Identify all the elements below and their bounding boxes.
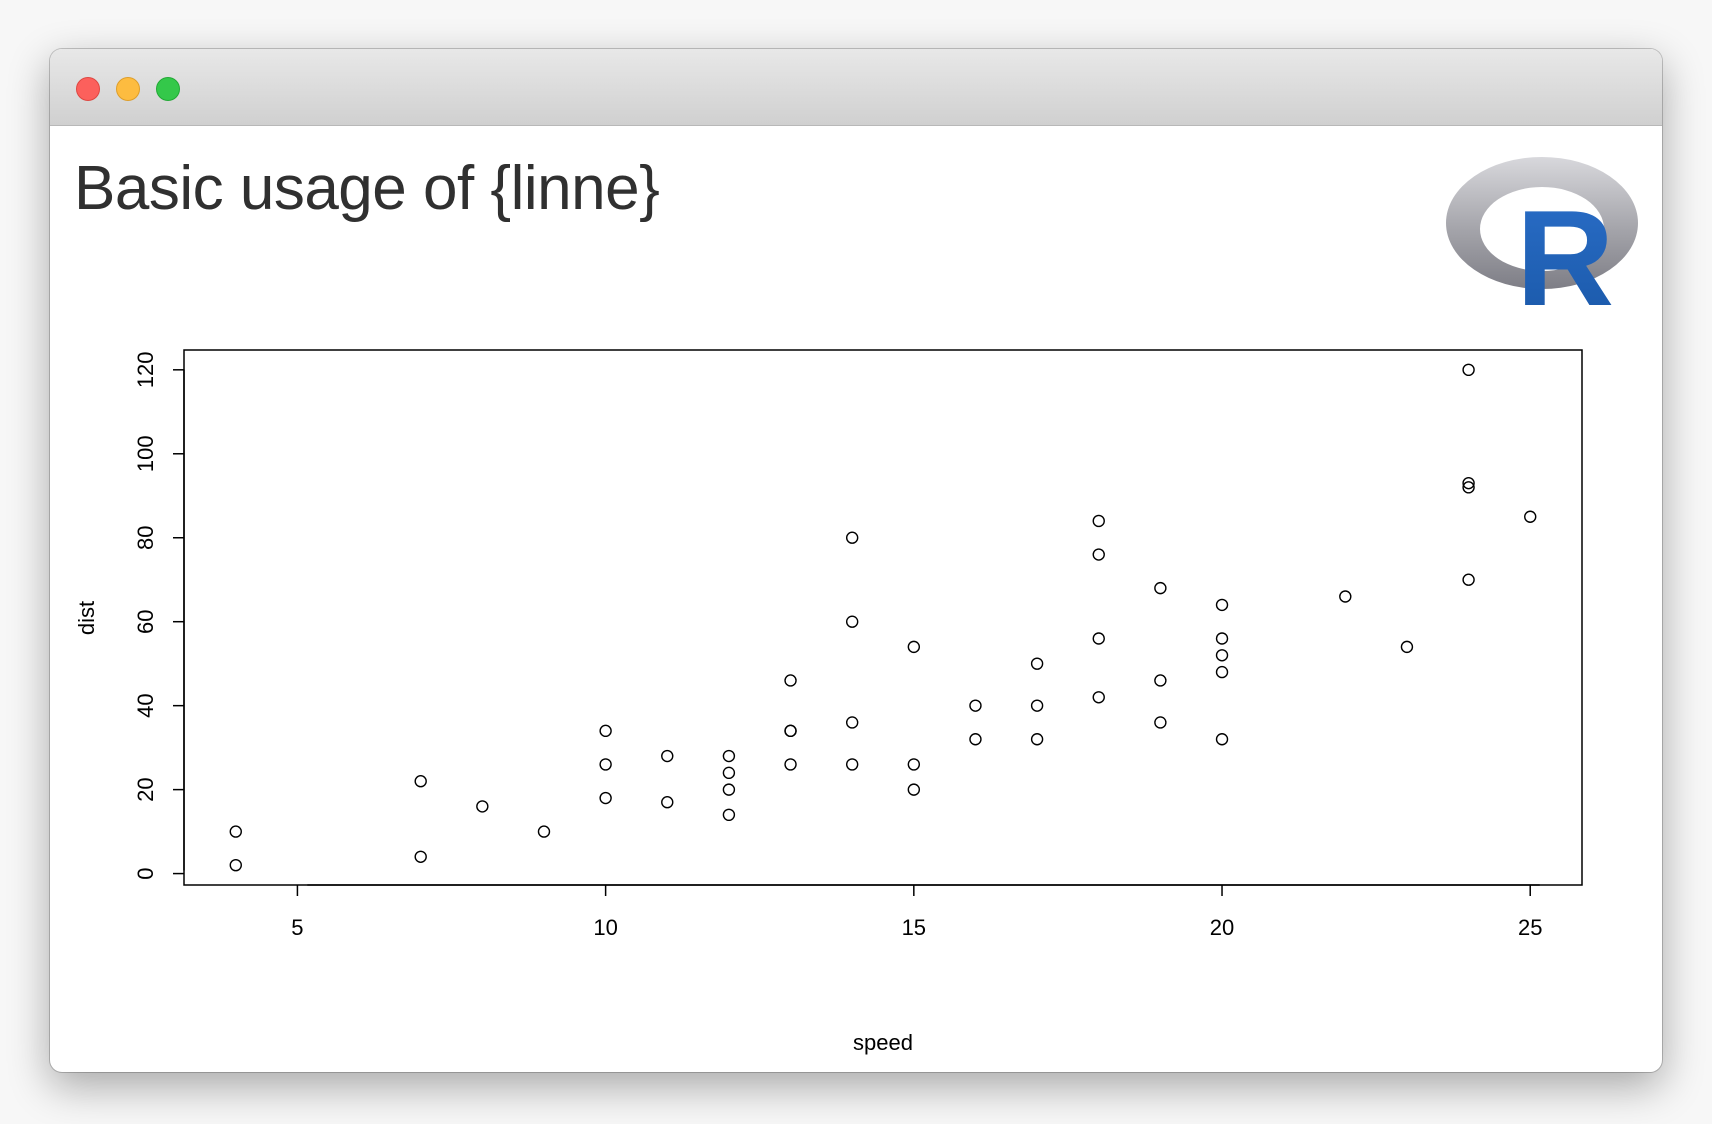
data-point xyxy=(1030,657,1044,670)
r-logo-icon: R xyxy=(1446,157,1638,315)
data-point xyxy=(722,766,736,780)
y-tick-label: 120 xyxy=(133,351,158,388)
data-point xyxy=(1092,691,1105,704)
x-tick-label: 15 xyxy=(902,915,926,940)
y-axis-label: dist xyxy=(74,601,99,635)
y-tick-label: 0 xyxy=(133,867,158,879)
x-axis-label: speed xyxy=(853,1030,913,1055)
data-point xyxy=(907,783,921,796)
data-point xyxy=(845,531,859,544)
data-point xyxy=(229,825,242,838)
data-point xyxy=(1154,716,1167,729)
data-point xyxy=(1030,699,1044,712)
y-ticks: 0 20 40 60 80 100 120 xyxy=(133,351,184,880)
data-point xyxy=(1215,632,1229,645)
data-point xyxy=(1462,481,1475,494)
data-point xyxy=(1462,363,1475,377)
data-points xyxy=(229,363,1537,872)
data-point xyxy=(784,674,797,687)
data-point xyxy=(722,749,736,763)
data-point xyxy=(845,615,859,628)
maximize-window-button[interactable] xyxy=(156,77,180,101)
y-tick-label: 40 xyxy=(133,693,158,717)
data-point xyxy=(229,858,242,872)
x-tick-label: 25 xyxy=(1518,915,1542,940)
data-point xyxy=(722,808,736,822)
data-point xyxy=(1462,476,1475,490)
data-point xyxy=(969,733,982,746)
close-window-button[interactable] xyxy=(76,77,100,101)
data-point xyxy=(1215,649,1229,662)
data-point xyxy=(1339,590,1352,603)
data-point xyxy=(1154,581,1167,595)
data-point xyxy=(907,758,921,771)
app-window: Basic usage of {linne} R 5 10 15 20 25 0 20 40… xyxy=(50,49,1662,1072)
scatter-chart: 5 10 15 20 25 0 20 40 60 80 100 120 speed dist xyxy=(74,349,1583,1055)
data-point xyxy=(1215,665,1229,679)
minimize-window-button[interactable] xyxy=(116,77,140,101)
y-tick-label: 100 xyxy=(133,435,158,472)
y-tick-label: 80 xyxy=(133,525,158,549)
data-point xyxy=(599,758,612,771)
data-point xyxy=(1215,733,1229,746)
plot-box xyxy=(183,349,1583,886)
y-tick-label: 60 xyxy=(133,609,158,633)
data-point xyxy=(1092,514,1105,528)
data-point xyxy=(969,699,982,712)
data-point xyxy=(414,775,427,788)
data-point xyxy=(661,749,674,763)
data-point xyxy=(1400,640,1414,654)
data-point xyxy=(1524,510,1537,523)
data-point xyxy=(537,825,551,838)
data-point xyxy=(845,758,859,771)
data-point xyxy=(476,800,489,813)
r-logo-letter: R xyxy=(1516,182,1614,315)
data-point xyxy=(845,716,859,729)
data-point xyxy=(1092,548,1105,561)
data-point xyxy=(1030,733,1044,746)
x-tick-label: 20 xyxy=(1210,915,1234,940)
data-point xyxy=(784,758,797,771)
x-ticks: 5 10 15 20 25 xyxy=(291,885,1542,940)
window-titlebar xyxy=(50,49,1662,126)
data-point xyxy=(661,796,674,809)
data-point xyxy=(414,850,427,863)
data-point xyxy=(907,640,921,654)
x-tick-label: 5 xyxy=(291,915,303,940)
page-title: Basic usage of {linne} xyxy=(74,154,660,223)
x-tick-label: 10 xyxy=(593,915,617,940)
data-point xyxy=(599,724,612,738)
y-tick-label: 20 xyxy=(133,777,158,801)
data-point xyxy=(722,783,736,796)
data-point xyxy=(1462,573,1475,586)
data-point xyxy=(1092,632,1105,645)
data-point xyxy=(1215,598,1229,612)
data-point xyxy=(1154,674,1167,687)
data-point xyxy=(599,791,612,805)
data-point xyxy=(784,724,797,738)
